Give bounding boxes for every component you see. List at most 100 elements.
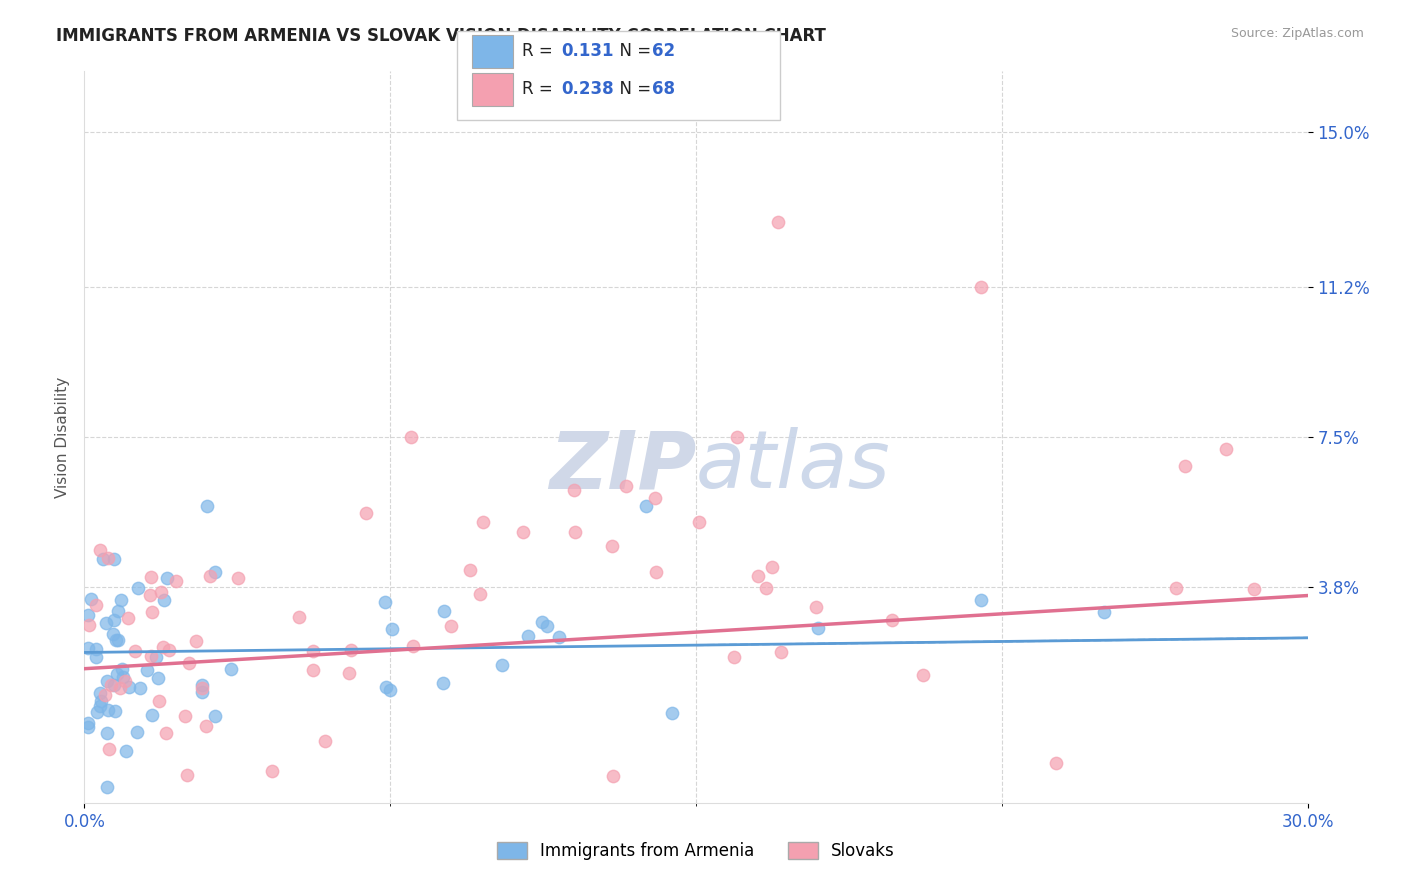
Point xyxy=(725,430,748,444)
Point xyxy=(159,642,181,657)
Point xyxy=(644,491,666,505)
Point xyxy=(1243,582,1265,596)
Point xyxy=(101,627,124,641)
Point xyxy=(103,613,125,627)
Text: IMMIGRANTS FROM ARMENIA VS SLOVAK VISION DISABILITY CORRELATION CHART: IMMIGRANTS FROM ARMENIA VS SLOVAK VISION… xyxy=(56,27,827,45)
Text: 0.238: 0.238 xyxy=(561,80,613,98)
Point xyxy=(378,682,401,697)
Point xyxy=(112,670,135,684)
Point xyxy=(111,662,134,676)
Point xyxy=(136,663,159,677)
Point xyxy=(96,726,118,740)
Point xyxy=(970,279,993,293)
Point xyxy=(600,539,623,553)
Point xyxy=(107,632,129,647)
Text: N =: N = xyxy=(609,80,657,98)
Point xyxy=(80,592,103,607)
Text: 0.131: 0.131 xyxy=(561,43,613,61)
Text: R =: R = xyxy=(522,80,562,98)
Point xyxy=(84,650,107,665)
Point xyxy=(176,768,198,782)
Point xyxy=(127,581,149,595)
Point xyxy=(314,733,336,747)
Point xyxy=(337,666,360,681)
Point xyxy=(77,640,100,655)
Point xyxy=(458,563,481,577)
Text: ZIP: ZIP xyxy=(548,427,696,506)
Point xyxy=(288,610,311,624)
Point xyxy=(152,640,174,654)
Point xyxy=(1215,442,1237,457)
Point xyxy=(105,666,128,681)
Point xyxy=(91,552,114,566)
Point xyxy=(226,572,249,586)
Point xyxy=(761,560,783,574)
Point xyxy=(911,668,934,682)
Point xyxy=(636,499,658,513)
Point xyxy=(1092,605,1115,619)
Point xyxy=(186,634,208,648)
Point xyxy=(110,593,132,607)
Point xyxy=(432,676,454,690)
Point xyxy=(139,570,162,584)
Point xyxy=(77,715,100,730)
Point xyxy=(191,684,214,698)
Point xyxy=(468,587,491,601)
Point xyxy=(139,588,162,602)
Point xyxy=(530,615,553,629)
Text: N =: N = xyxy=(609,43,657,61)
Point xyxy=(688,515,710,529)
Point xyxy=(155,726,177,740)
Point xyxy=(94,616,117,631)
Point xyxy=(472,515,495,529)
Point xyxy=(644,566,666,580)
Point xyxy=(117,611,139,625)
Point xyxy=(262,764,284,778)
Point xyxy=(86,705,108,719)
Point xyxy=(747,569,769,583)
Point xyxy=(84,598,107,612)
Point xyxy=(89,542,111,557)
Point xyxy=(107,604,129,618)
Point xyxy=(301,644,323,658)
Point xyxy=(104,704,127,718)
Point xyxy=(614,478,637,492)
Point xyxy=(880,614,903,628)
Point xyxy=(766,215,789,229)
Point xyxy=(807,621,830,635)
Point xyxy=(97,550,120,565)
Point xyxy=(547,630,569,644)
Text: Source: ZipAtlas.com: Source: ZipAtlas.com xyxy=(1230,27,1364,40)
Point xyxy=(374,680,396,694)
Point xyxy=(173,709,195,723)
Point xyxy=(141,708,163,723)
Legend: Immigrants from Armenia, Slovaks: Immigrants from Armenia, Slovaks xyxy=(496,842,896,860)
Point xyxy=(190,678,212,692)
Point xyxy=(433,604,456,618)
Point xyxy=(204,565,226,579)
Point xyxy=(755,581,778,595)
Point xyxy=(103,552,125,566)
Point xyxy=(512,524,534,539)
Point xyxy=(381,622,404,636)
Y-axis label: Vision Disability: Vision Disability xyxy=(55,376,70,498)
Point xyxy=(96,780,118,794)
Point xyxy=(1166,581,1188,595)
Point xyxy=(195,499,218,513)
Text: R =: R = xyxy=(522,43,562,61)
Point xyxy=(90,694,112,708)
Point xyxy=(77,607,100,622)
Point xyxy=(125,724,148,739)
Point xyxy=(100,678,122,692)
Point xyxy=(723,649,745,664)
Point xyxy=(118,680,141,694)
Point xyxy=(1045,756,1067,770)
Point xyxy=(770,645,793,659)
Point xyxy=(562,483,585,497)
Point xyxy=(602,769,624,783)
Point xyxy=(105,632,128,647)
Point xyxy=(148,694,170,708)
Point xyxy=(89,699,111,714)
Point xyxy=(98,742,121,756)
Point xyxy=(195,719,218,733)
